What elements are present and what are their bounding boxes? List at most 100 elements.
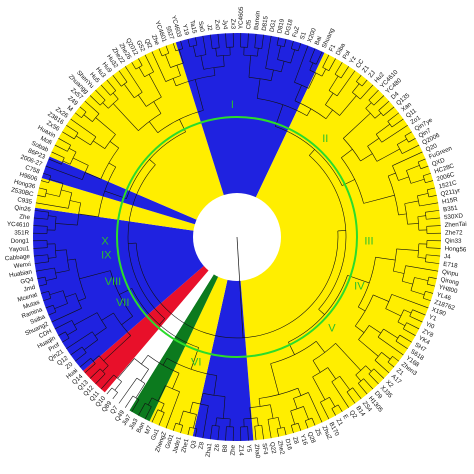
taxon-label: CC — [355, 58, 366, 70]
tree-branch — [340, 66, 349, 79]
tree-branch — [297, 43, 302, 51]
taxon-label: YC4610 — [7, 221, 30, 229]
taxon-label: H9606 — [19, 171, 39, 183]
tree-branch — [339, 95, 357, 116]
tree-branch — [65, 331, 70, 339]
clade-sector-blue — [32, 207, 207, 371]
tree-branch — [412, 309, 426, 316]
tree-branch — [325, 92, 334, 105]
tree-branch — [165, 75, 181, 82]
taxon-label: Gs01 — [164, 433, 175, 450]
tree-branch — [393, 270, 405, 274]
tree-branch — [368, 373, 379, 385]
tree-branch — [249, 407, 251, 419]
tree-branch — [325, 104, 340, 116]
tree-branch — [312, 343, 336, 361]
tree-branch — [309, 48, 316, 62]
tree-branch — [62, 160, 71, 165]
tree-branch — [306, 108, 312, 116]
taxon-label: Bai — [313, 35, 323, 46]
tree-branch — [337, 404, 343, 412]
tree-branch — [125, 66, 143, 93]
taxon-label: Gu1 — [150, 427, 161, 441]
tree-branch — [121, 81, 128, 87]
tree-branch — [203, 66, 225, 70]
tree-branch — [99, 99, 106, 106]
tree-branch — [358, 325, 370, 340]
tree-branch — [147, 355, 180, 374]
clade-label-iii: III — [364, 236, 373, 248]
tree-branch — [159, 318, 165, 325]
taxon-label: ZY8 — [421, 328, 435, 340]
tree-branch — [67, 329, 77, 336]
tree-branch — [277, 417, 281, 429]
tree-branch — [385, 308, 402, 317]
tree-branch — [103, 335, 131, 362]
tree-branch — [360, 153, 373, 162]
tree-branch — [68, 147, 77, 153]
tree-branch — [95, 373, 106, 385]
tree-branch — [106, 79, 117, 91]
tree-branch — [121, 316, 133, 325]
taxon-label: Z6 — [214, 443, 222, 451]
tree-branch — [141, 355, 149, 365]
tree-branch — [283, 427, 287, 436]
tree-branch — [391, 294, 429, 309]
clade-sector-blue — [41, 156, 201, 226]
tree-branch — [374, 360, 390, 374]
tree-branch — [55, 270, 70, 274]
taxon-label: Zhe — [150, 34, 161, 47]
taxon-label: Q28 — [306, 431, 317, 445]
tree-branch — [74, 112, 82, 118]
taxon-label: Ban — [135, 421, 146, 434]
taxon-label: B8 — [222, 444, 229, 453]
tree-branch — [361, 79, 368, 87]
tree-branch — [134, 92, 143, 99]
tree-branch — [378, 110, 384, 116]
tree-branch — [398, 213, 407, 216]
tree-branch — [113, 374, 122, 382]
taxon-label: E718 — [443, 261, 459, 270]
tree-branch — [92, 113, 100, 122]
tree-branch — [357, 257, 376, 308]
tree-branch — [102, 365, 109, 372]
taxon-label: Z530BC — [10, 187, 34, 199]
taxon-label: Yayou1 — [9, 245, 30, 253]
taxon-label: Dong1 — [11, 238, 30, 245]
taxon-label: Zhe — [230, 444, 237, 455]
tree-branch — [75, 258, 87, 299]
tree-branch — [339, 376, 351, 391]
tree-branch — [55, 249, 67, 251]
taxon-label: Zx0 — [213, 19, 221, 30]
tree-branch — [406, 165, 420, 171]
tree-branch — [35, 267, 55, 272]
tree-branch — [40, 180, 49, 184]
tree-branch — [276, 426, 285, 430]
tree-branch — [157, 409, 165, 413]
tree-branch — [38, 283, 47, 287]
tree-branch — [426, 189, 430, 198]
taxon-label: Mutas — [22, 299, 40, 311]
taxon-label: C935 — [17, 196, 33, 205]
tree-branch — [33, 217, 48, 220]
taxon-label: ZJ — [367, 69, 377, 79]
tree-branch — [363, 378, 374, 390]
tree-branch — [426, 254, 441, 257]
tree-branch — [162, 358, 168, 366]
tree-branch — [376, 123, 391, 135]
tree-branch — [144, 54, 154, 72]
tree-branch — [52, 305, 57, 313]
tree-branch — [327, 367, 337, 380]
taxon-label: Ql2 — [143, 38, 154, 50]
taxon-label: Zhe — [19, 213, 31, 221]
tree-branch — [388, 172, 396, 177]
tree-branch — [102, 102, 109, 109]
taxon-label: Hong56 — [444, 245, 467, 253]
tree-branch — [165, 54, 171, 68]
tree-branch — [419, 202, 439, 207]
tree-branch — [48, 291, 52, 299]
tree-branch — [35, 202, 69, 209]
tree-branch — [69, 200, 81, 204]
tree-branch — [95, 89, 106, 101]
